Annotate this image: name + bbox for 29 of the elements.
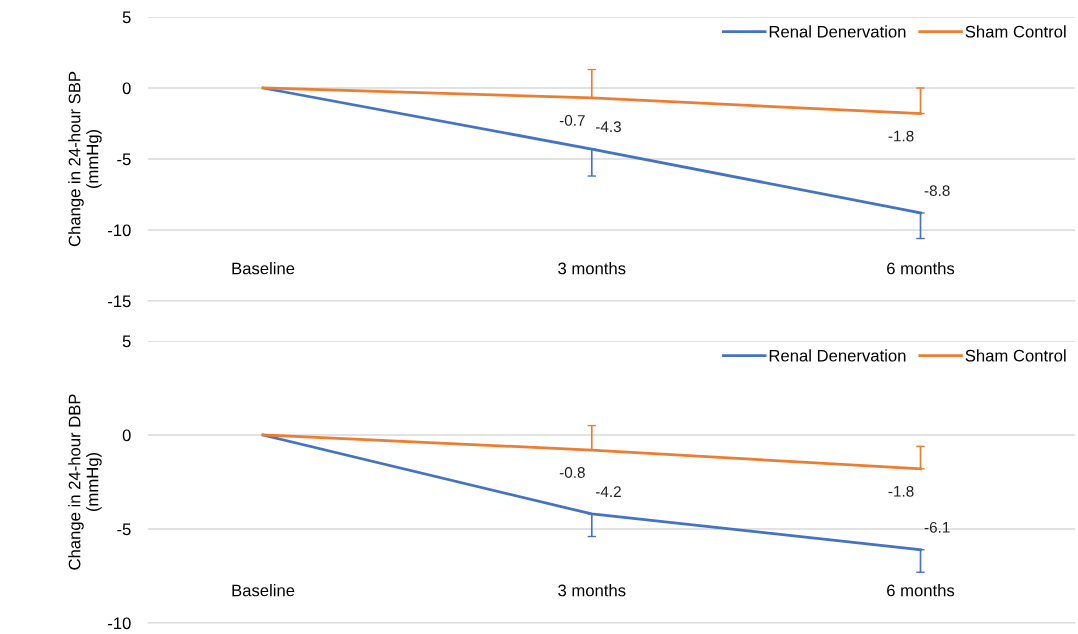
x-tick-label: 6 months [887, 584, 955, 597]
y-axis-title: Change in 24-hour DBP (mmHg) [68, 394, 102, 570]
data-label: -6.1 [924, 521, 950, 533]
y-tick-label: -5 [117, 523, 131, 536]
legend-label: Sham Control [965, 25, 1066, 38]
legend-label: Renal Denervation [769, 349, 906, 362]
legend-label: Renal Denervation [769, 25, 906, 38]
y-tick-label: -10 [107, 224, 131, 237]
y-tick-label: -10 [107, 617, 131, 630]
data-label: -4.3 [595, 121, 621, 133]
data-label: -8.8 [924, 185, 950, 197]
x-tick-label: 3 months [558, 584, 626, 597]
x-tick-label: Baseline [232, 262, 295, 275]
y-tick-label: 5 [122, 11, 131, 24]
x-tick-label: 6 months [887, 262, 955, 275]
legend-label: Sham Control [965, 349, 1066, 362]
data-label: -1.8 [888, 485, 914, 497]
data-label: -0.8 [559, 467, 585, 478]
y-tick-label: 0 [122, 429, 131, 442]
y-tick-label: 5 [122, 335, 131, 348]
data-label: -0.7 [559, 115, 585, 126]
data-label: -4.2 [595, 486, 621, 497]
data-label: -1.8 [888, 130, 914, 142]
y-axis-title: Change in 24-hour SBP (mmHg) [68, 71, 102, 247]
x-tick-label: Baseline [232, 584, 295, 597]
y-tick-label: -15 [107, 295, 131, 308]
y-tick-label: 0 [122, 82, 131, 95]
x-tick-label: 3 months [558, 262, 626, 275]
y-tick-label: -5 [117, 153, 131, 166]
